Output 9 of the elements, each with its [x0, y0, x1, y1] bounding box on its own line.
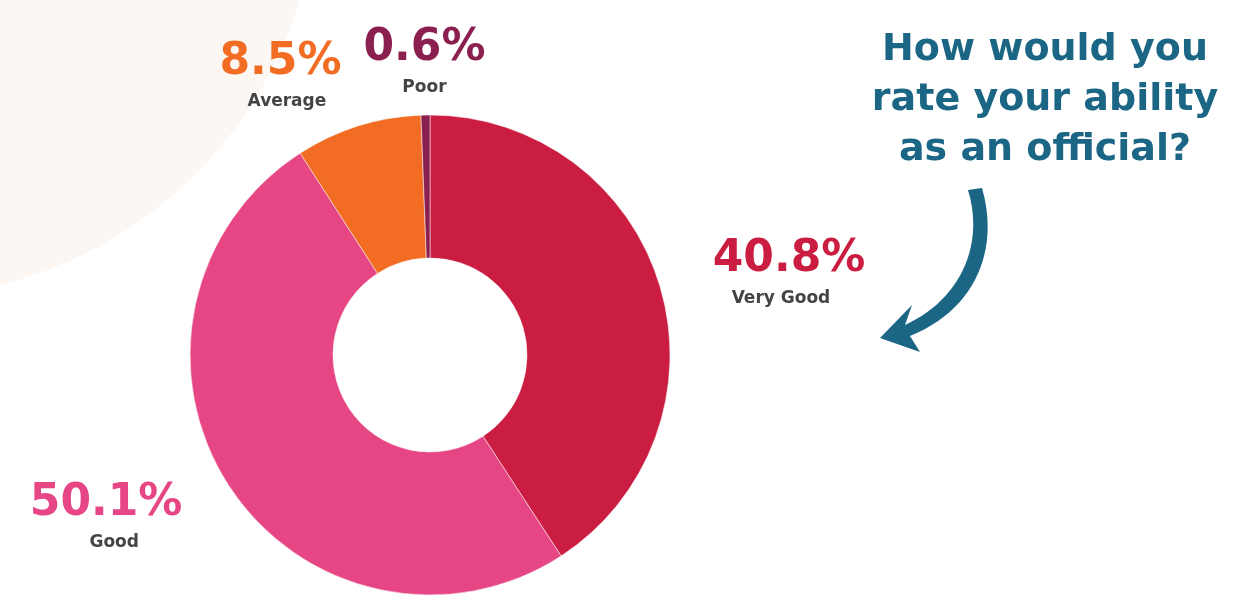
data-label: 0.6% — [363, 19, 486, 71]
data-label: 8.5% — [219, 32, 342, 84]
slice-label: Very Good — [731, 286, 831, 307]
slice-label: Good — [89, 531, 139, 552]
slice-label: Average — [247, 89, 327, 110]
data-label: 50.1% — [29, 474, 183, 526]
slice-label: Poor — [402, 76, 448, 97]
data-label: 40.8% — [712, 229, 866, 281]
text: How would you rate your ability as an official? — [871, 25, 1219, 169]
